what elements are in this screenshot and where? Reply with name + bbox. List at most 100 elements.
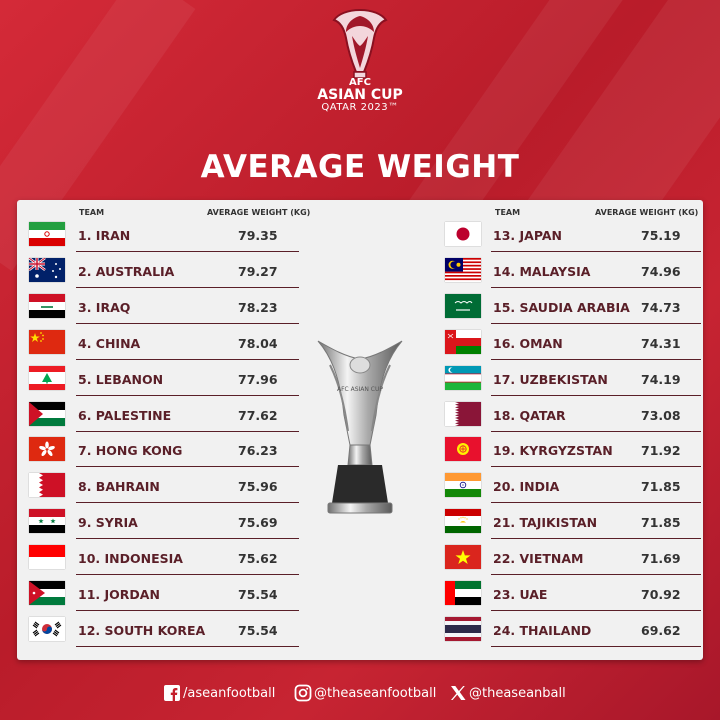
row-divider [491,394,701,396]
team-name: 14. MALAYSIA [493,263,591,279]
row-divider [76,502,299,504]
jordan-flag-icon [29,581,65,605]
team-name: 11. JORDAN [78,587,160,602]
x-handle-text: @theaseanball [469,685,566,701]
team-name: 1. IRAN [78,228,131,243]
ranking-row: 20. INDIA 71.85 [445,467,701,504]
ranking-row: 13. JAPAN 75.19 [445,216,701,252]
facebook-handle[interactable]: /aseanfootball [163,684,275,702]
team-name: 5. LEBANON [78,371,164,387]
facebook-handle-text: /aseanfootball [183,685,276,701]
team-name: 3. IRAQ [78,299,131,315]
ranking-row: 2. AUSTRALIA 79.27 [29,252,299,288]
row-divider [76,394,299,396]
row-divider [76,574,299,576]
ranking-row: 19. KYRGYZSTAN 71.92 [445,431,701,468]
ranking-row: 22. VIETNAM 71.69 [445,539,701,576]
malaysia-flag-icon [445,257,481,282]
south-korea-flag-icon [29,616,65,641]
ranking-row: 4. CHINA 78.04 [29,324,299,360]
row-divider [76,286,299,288]
average-weight-value: 75.54 [238,587,278,602]
row-divider [76,466,299,468]
right-weight-header: AVERAGE WEIGHT (KG) [595,208,699,217]
average-weight-value: 71.92 [641,443,681,459]
ranking-row: 3. IRAQ 78.23 [29,288,299,324]
ranking-row: 16. OMAN 74.31 [445,324,701,360]
ranking-row: 8. BAHRAIN 75.96 [29,467,299,504]
average-weight-value: 77.96 [238,371,278,387]
row-divider [76,358,299,360]
row-divider [76,610,299,611]
average-weight-value: 75.19 [641,228,681,243]
average-weight-value: 71.85 [641,515,681,531]
average-weight-value: 74.19 [641,371,681,387]
ranking-row: 17. UZBEKISTAN 74.19 [445,360,701,396]
team-name: 7. HONG KONG [78,443,183,459]
left-weight-header: AVERAGE WEIGHT (KG) [207,208,311,217]
row-divider [76,322,299,324]
japan-flag-icon [445,222,481,246]
ranking-row: 11. JORDAN 75.54 [29,575,299,611]
x-logo-icon [451,686,466,700]
tajikistan-flag-icon [445,509,481,534]
iran-flag-icon [29,222,65,246]
team-name: 6. PALESTINE [78,407,172,423]
team-name: 23. UAE [493,587,548,602]
lebanon-flag-icon [29,365,65,390]
team-name: 20. INDIA [493,479,560,495]
instagram-handle[interactable]: @theaseanfootball [294,684,436,702]
kyrgyzstan-flag-icon [445,437,481,462]
saudi-arabia-flag-icon [445,293,481,318]
average-weight-value: 69.62 [641,622,681,638]
palestine-flag-icon [29,401,65,426]
row-divider [491,358,701,360]
indonesia-flag-icon [29,545,65,570]
team-name: 8. BAHRAIN [78,479,160,495]
average-weight-value: 74.73 [641,299,681,315]
iraq-flag-icon [29,293,65,318]
row-divider [76,251,299,252]
ranking-row: 24. THAILAND 69.62 [445,611,701,647]
left-team-header: TEAM [79,208,105,217]
average-weight-value: 79.35 [238,228,278,243]
ranking-row: 7. HONG KONG 76.23 [29,431,299,468]
uae-flag-icon [445,581,481,605]
ranking-row: 15. SAUDIA ARABIA 74.73 [445,288,701,324]
ranking-row: 1. IRAN 79.35 [29,216,299,252]
oman-flag-icon [445,329,481,354]
team-name: 17. UZBEKISTAN [493,371,608,387]
page-title: AVERAGE WEIGHT [200,149,520,185]
x-handle[interactable]: @theaseanball [449,684,566,702]
instagram-handle-text: @theaseanfootball [314,685,437,701]
trophy-engraving: AFC ASIAN CUP [337,386,383,393]
row-divider [76,645,299,647]
row-divider [491,286,701,288]
average-weight-value: 78.04 [238,335,278,351]
team-name: 19. KYRGYZSTAN [493,443,613,459]
team-name: 21. TAJIKISTAN [493,515,598,531]
afc-asian-cup-logo: AFC ASIAN CUP QATAR 2023™ [0,6,720,113]
logo-asian-cup-text: ASIAN CUP [317,87,403,103]
vietnam-flag-icon [445,545,481,570]
average-weight-value: 74.96 [641,263,681,279]
row-divider [491,502,701,504]
average-weight-value: 70.92 [641,587,681,602]
logo-qatar-text: QATAR 2023™ [321,102,399,113]
average-weight-value: 77.62 [238,407,278,423]
average-weight-value: 78.23 [238,299,278,315]
row-divider [491,322,701,324]
logo-afc-text: AFC [349,77,371,88]
team-name: 9. SYRIA [78,515,138,531]
thailand-flag-icon [445,616,481,641]
india-flag-icon [445,473,481,498]
average-weight-value: 79.27 [238,263,278,279]
average-weight-value: 75.62 [238,551,278,567]
row-divider [76,430,299,432]
team-name: 12. SOUTH KOREA [78,622,206,638]
team-name: 15. SAUDIA ARABIA [493,299,630,315]
ranking-row: 18. QATAR 73.08 [445,396,701,432]
row-divider [491,538,701,540]
team-name: 24. THAILAND [493,622,592,638]
